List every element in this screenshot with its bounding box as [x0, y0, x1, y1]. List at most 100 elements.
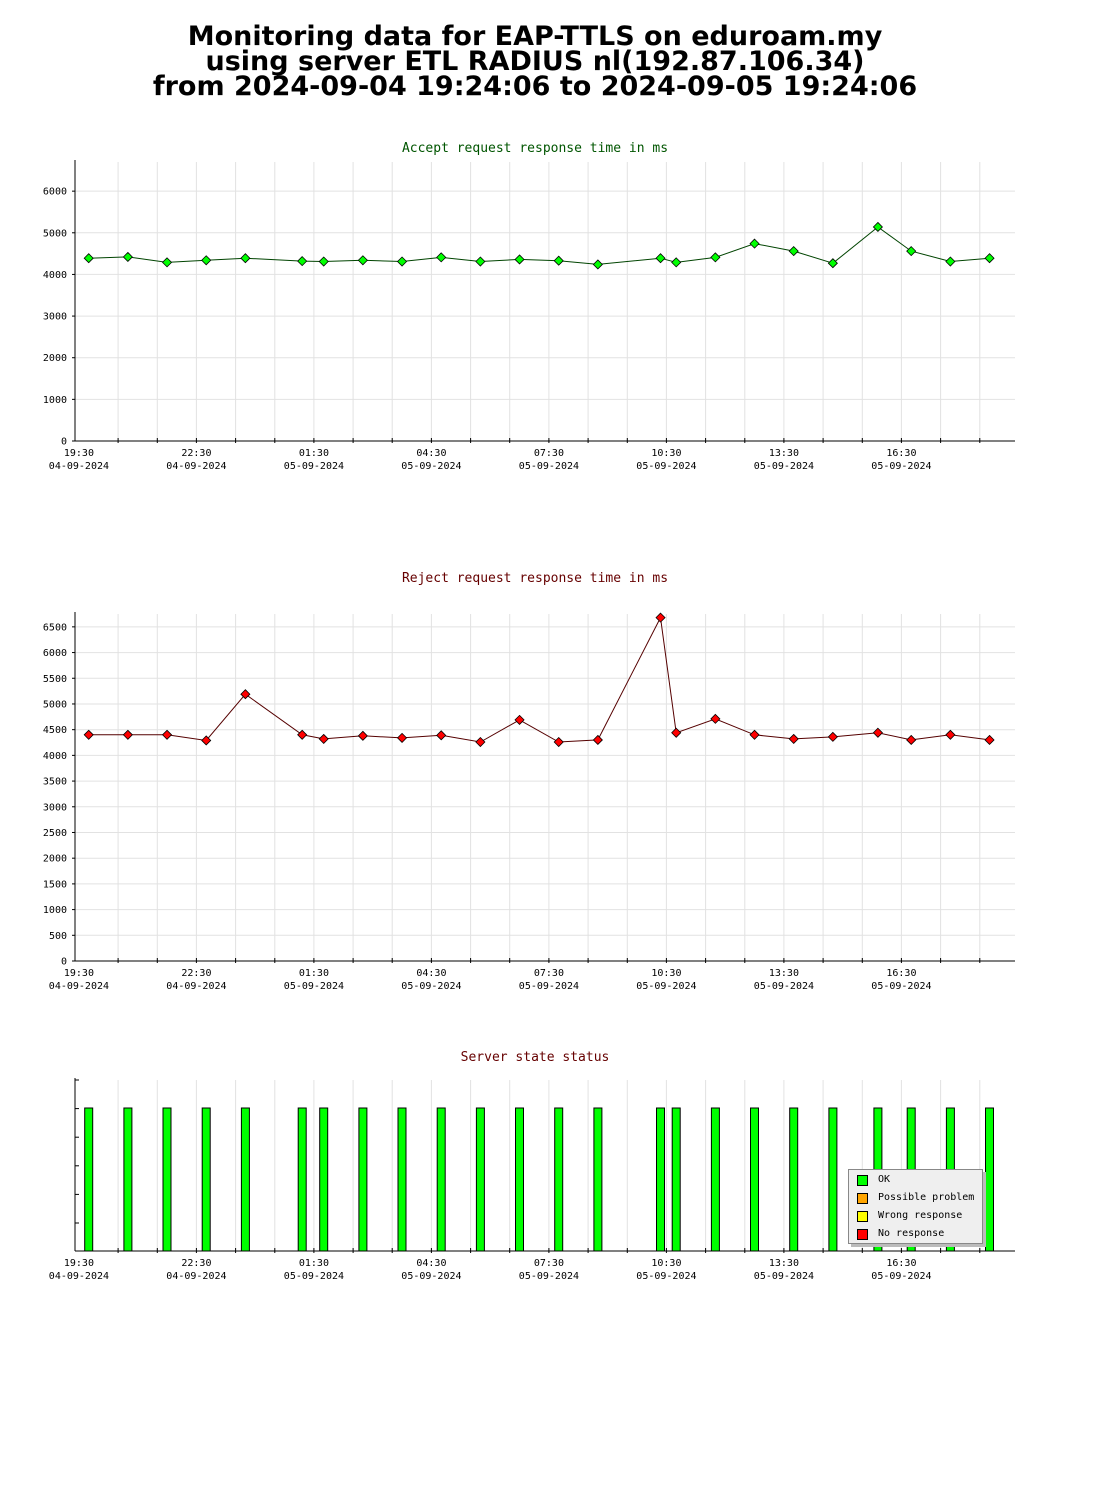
accept-data-point — [671, 257, 682, 268]
accept-y-tick-label: 1000 — [43, 395, 67, 406]
status-bar — [123, 1107, 133, 1252]
reject-x-tick-label-time: 07:30 — [534, 968, 564, 979]
accept-data-point — [710, 252, 721, 263]
legend-label-no-response: No response — [878, 1228, 945, 1239]
accept-data-point — [201, 255, 212, 266]
reject-y-tick-label: 6000 — [43, 648, 67, 659]
reject-data-point — [318, 733, 329, 744]
status-bar — [397, 1107, 407, 1252]
accept-y-tick-label: 0 — [61, 437, 67, 448]
accept-data-point — [122, 251, 133, 263]
accept-y-tick-label: 5000 — [43, 228, 67, 239]
accept-x-tick-label-date: 05-09-2024 — [519, 461, 579, 472]
accept-x-tick-label-date: 04-09-2024 — [166, 461, 226, 472]
accept-x-tick-label-time: 16:30 — [886, 448, 916, 459]
accept-y-tick-label: 4000 — [43, 270, 67, 281]
reject-x-tick-label-time: 19:30 — [64, 968, 94, 979]
reject-data-point — [710, 713, 721, 724]
status-bar — [554, 1107, 564, 1252]
accept-data-point — [475, 256, 486, 267]
reject-data-point — [788, 733, 799, 744]
status-bar — [297, 1107, 307, 1252]
status-x-tick-label-date: 05-09-2024 — [401, 1271, 461, 1282]
accept-data-point — [749, 238, 760, 249]
accept-data-point — [945, 256, 956, 267]
reject-x-tick-label-date: 05-09-2024 — [284, 981, 344, 992]
status-grid — [117, 1080, 981, 1251]
legend-label-wrong-response: Wrong response — [878, 1210, 963, 1221]
reject-y-tick-label: 1500 — [43, 879, 67, 890]
accept-data-point — [827, 258, 838, 269]
accept-data-point — [984, 253, 995, 264]
reject-grid — [117, 614, 981, 961]
status-bar — [750, 1107, 759, 1252]
accept-data-point — [655, 253, 666, 264]
title-line-3: from 2024-09-04 19:24:06 to 2024-09-05 1… — [152, 71, 918, 102]
status-x-tick-label-time: 07:30 — [534, 1258, 564, 1269]
reject-x-tick-label-date: 05-09-2024 — [636, 981, 696, 992]
accept-data-point — [357, 255, 368, 266]
legend-label-possible-problem: Possible problem — [878, 1192, 975, 1203]
legend-swatch-possible-problem — [857, 1193, 868, 1204]
reject-x-tick-label-date: 04-09-2024 — [166, 981, 226, 992]
status-x-tick-label-date: 04-09-2024 — [166, 1271, 226, 1282]
reject-y-tick-label: 2000 — [43, 854, 67, 865]
status-x-tick-label-time: 16:30 — [886, 1258, 916, 1269]
reject-x-tick-label-date: 05-09-2024 — [871, 981, 931, 992]
reject-x-tick-label-time: 04:30 — [416, 968, 446, 979]
title-line-2: using server ETL RADIUS nl(192.87.106.34… — [205, 46, 865, 77]
reject-x-tick-label-time: 22:30 — [181, 968, 211, 979]
accept-y-tick-label: 3000 — [43, 312, 67, 323]
accept-x-tick-label-time: 10:30 — [651, 448, 681, 459]
accept-x-tick-label-date: 05-09-2024 — [754, 461, 814, 472]
status-legend: OK Possible problem Wrong response No re… — [848, 1169, 983, 1244]
accept-data-point — [161, 257, 173, 268]
reject-hgrid — [75, 626, 1015, 936]
accept-x-tick-label-date: 05-09-2024 — [401, 461, 461, 472]
reject-data-point — [592, 734, 603, 746]
status-bar — [319, 1107, 329, 1252]
status-bar — [789, 1107, 799, 1252]
legend-swatch-no-response — [857, 1229, 868, 1240]
reject-y-tick-label: 0 — [61, 957, 67, 968]
accept-y-tick-label: 6000 — [43, 187, 67, 198]
reject-chart-title: Reject request response time in ms — [401, 571, 669, 586]
accept-data-point — [436, 252, 447, 263]
status-x-tick-label-time: 01:30 — [299, 1258, 329, 1269]
reject-data-point — [396, 732, 408, 743]
reject-data-point — [984, 734, 995, 746]
reject-x-tick-label-date: 05-09-2024 — [401, 981, 461, 992]
status-bar — [358, 1107, 368, 1252]
reject-data-point — [475, 736, 486, 748]
reject-y-tick-label: 3000 — [43, 802, 67, 813]
reject-data-point — [122, 729, 133, 740]
status-bar — [240, 1107, 250, 1252]
reject-data-point — [655, 612, 666, 623]
reject-data-point — [749, 729, 760, 740]
title-line-1: Monitoring data for EAP-TTLS on eduroam.… — [187, 21, 883, 52]
status-x-tick-label-time: 04:30 — [416, 1258, 446, 1269]
reject-data-point — [83, 729, 94, 740]
accept-data-point — [240, 253, 251, 264]
reject-x-tick-label-date: 05-09-2024 — [754, 981, 814, 992]
reject-x-tick-label-time: 16:30 — [886, 968, 916, 979]
legend-label-ok: OK — [878, 1174, 891, 1185]
reject-x-tick-label-time: 01:30 — [299, 968, 329, 979]
accept-data-point — [906, 246, 917, 257]
accept-data-point — [297, 256, 308, 267]
reject-x-tick-label-time: 13:30 — [769, 968, 799, 979]
reject-y-tick-label: 4500 — [43, 725, 67, 736]
status-x-tick-label-date: 04-09-2024 — [49, 1271, 109, 1282]
reject-y-tick-label: 1000 — [43, 905, 67, 916]
status-bar — [475, 1107, 485, 1252]
status-x-tick-label-date: 05-09-2024 — [284, 1271, 344, 1282]
reject-data-point — [872, 727, 883, 738]
accept-x-tick-label-date: 04-09-2024 — [49, 461, 109, 472]
status-bar — [201, 1107, 211, 1252]
status-x-tick-label-time: 19:30 — [64, 1258, 94, 1269]
reject-data-point — [514, 714, 525, 725]
status-bar — [671, 1107, 681, 1252]
accept-x-tick-label-date: 05-09-2024 — [636, 461, 696, 472]
reject-data-point — [201, 735, 212, 746]
